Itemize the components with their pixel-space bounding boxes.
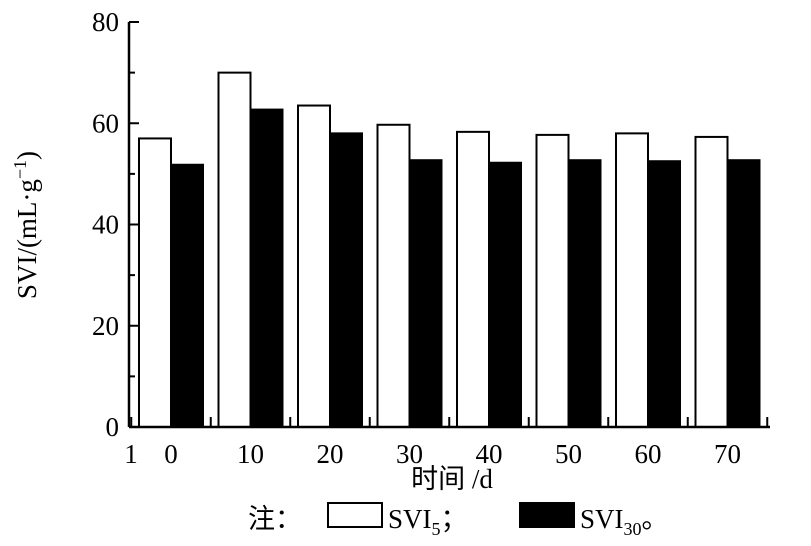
y-ticks-group: 0 20 40 60 80	[92, 7, 139, 442]
bar-svi5-50	[535, 133, 570, 429]
y-axis-title-close: )	[12, 151, 42, 160]
x-tick-label-70: 70	[714, 439, 741, 469]
y-axis-title-main: SVI/(mL·g	[12, 179, 42, 299]
bar-svi5-20	[297, 104, 331, 428]
x-tick-label-50: 50	[555, 439, 582, 469]
y-axis-title-sup: −1	[10, 160, 30, 179]
x-tick-label-0: 0	[164, 439, 178, 469]
legend-label-svi5-sub: 5	[432, 519, 441, 539]
legend-label-svi30-suffix: 。	[642, 504, 669, 534]
bar-svi5-10	[217, 71, 252, 428]
bar-svi30-60	[647, 160, 681, 428]
y-tick-label-40: 40	[92, 210, 119, 240]
bar-svi5-0	[138, 137, 172, 428]
legend-label-svi5-main: SVI	[388, 504, 432, 534]
x-ticks-group: 1 0 10 20 30 40 50 60 70	[124, 417, 769, 469]
bar-svi5-30	[376, 123, 411, 429]
bar-svi30-70	[726, 159, 761, 429]
legend-label-svi30-main: SVI	[580, 504, 624, 534]
y-tick-label-0: 0	[106, 412, 120, 442]
legend-swatch-svi30	[519, 502, 575, 528]
bar-svi30-10	[249, 108, 284, 429]
x-tick-label-10: 10	[237, 439, 264, 469]
y-axis-title: SVI/(mL·g−1)	[10, 151, 42, 299]
x-tick-label-20: 20	[317, 439, 344, 469]
x-axis-title: 时间 /d	[411, 464, 493, 494]
x-tick-label-30: 30	[396, 439, 423, 469]
legend-swatch-svi5	[327, 502, 383, 528]
bar-svi30-20	[329, 132, 363, 428]
y-tick-label-60: 60	[92, 108, 119, 138]
bar-svi30-30	[408, 159, 443, 429]
y-tick-label-80: 80	[92, 7, 119, 37]
legend-label-svi30: SVI30。	[580, 504, 669, 539]
bars-group	[138, 71, 761, 429]
x-tick-label-origin: 1	[124, 439, 138, 469]
legend-prefix: 注：	[248, 504, 302, 534]
legend-label-svi5-suffix: ；	[441, 504, 468, 534]
x-tick-label-40: 40	[476, 439, 503, 469]
x-tick-label-60: 60	[635, 439, 662, 469]
legend-label-svi5: SVI5；	[388, 504, 468, 539]
bar-svi30-0	[170, 163, 204, 428]
bar-svi30-50	[567, 159, 602, 429]
bar-svi30-40	[488, 161, 522, 429]
bar-svi5-60	[615, 132, 649, 428]
legend: 注： SVI5； SVI30。	[248, 502, 669, 539]
bar-svi5-40	[456, 130, 490, 428]
legend-label-svi30-sub: 30	[624, 519, 642, 539]
bar-svi5-70	[694, 135, 729, 428]
y-tick-label-20: 20	[92, 311, 119, 341]
